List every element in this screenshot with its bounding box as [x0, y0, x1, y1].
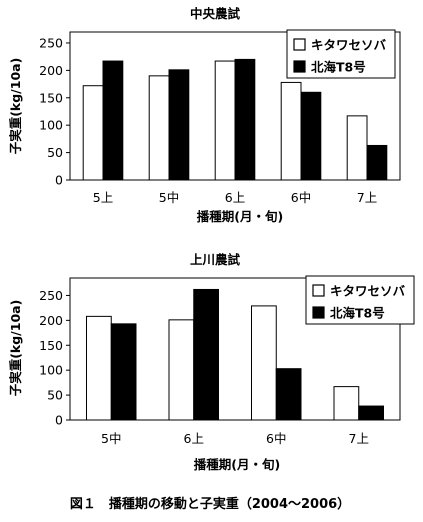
x-category-label: 6上 [225, 190, 245, 205]
y-tick-label: 50 [47, 388, 63, 403]
bar-kitawasesoba [148, 75, 170, 181]
legend-entry: キタワセソバ [330, 284, 406, 299]
y-tick-label: 100 [39, 363, 63, 378]
bar-hokkai-t8 [102, 60, 124, 181]
y-tick-label: 0 [55, 173, 63, 188]
bar-kitawasesoba [251, 305, 277, 421]
plot-frame [69, 277, 401, 421]
legend-entry: 北海T8号 [311, 60, 366, 75]
x-category-label: 6中 [291, 190, 311, 205]
bar-hokkai-t8 [110, 323, 137, 421]
y-tick-label: 0 [55, 413, 63, 428]
y-tick-label: 50 [47, 145, 63, 160]
y-tick-label: 200 [39, 313, 63, 328]
bar-hokkai-t8 [234, 58, 256, 181]
bar-kitawasesoba [280, 81, 302, 181]
x-category-label: 6中 [266, 431, 286, 446]
x-category-label: 5中 [101, 431, 121, 446]
chart-1: 中央農試 0 50 100 150 200 250 5上 5中 6上 6中 7上 キタワセソバ北海T8号… [8, 6, 401, 224]
legend-swatch [293, 60, 306, 73]
legend-swatch [312, 284, 325, 297]
bar-kitawasesoba [214, 60, 236, 181]
bar-kitawasesoba [346, 115, 368, 181]
y-tick-label: 150 [39, 338, 63, 353]
y-axis-title: 子実重(kg/10a) [8, 58, 23, 155]
x-axis-title: 播種期(月・旬) [194, 457, 280, 472]
y-tick-label: 100 [39, 118, 63, 133]
x-category-label: 7上 [349, 431, 369, 446]
y-tick-label: 250 [39, 288, 63, 303]
legend-swatch [293, 38, 306, 51]
bar-kitawasesoba [86, 315, 112, 421]
legend-entry: キタワセソバ [311, 38, 387, 53]
bar-hokkai-t8 [358, 405, 384, 421]
bar-hokkai-t8 [275, 368, 302, 421]
bar-kitawasesoba [333, 386, 360, 421]
y-axis-title: 子実重(kg/10a) [8, 300, 23, 397]
bar-hokkai-t8 [168, 69, 190, 181]
x-axis-title: 播種期(月・旬) [197, 209, 283, 224]
figure-caption: 図１ 播種期の移動と子実重（2004～2006） [70, 496, 350, 512]
y-tick-label: 150 [39, 90, 63, 105]
y-tick-label: 250 [39, 35, 63, 50]
bar-hokkai-t8 [300, 91, 322, 181]
bar-hokkai-t8 [366, 144, 388, 181]
legend-swatch [312, 306, 325, 319]
x-category-label: 7上 [357, 190, 377, 205]
chart-title: 上川農試 [190, 252, 241, 267]
legend-entry: 北海T8号 [330, 306, 385, 321]
x-category-label: 6上 [184, 431, 204, 446]
x-category-label: 5上 [93, 190, 113, 205]
y-tick-label: 200 [39, 63, 63, 78]
chart-title: 中央農試 [190, 6, 241, 21]
x-category-label: 5中 [159, 190, 179, 205]
bar-hokkai-t8 [193, 288, 219, 421]
bar-kitawasesoba [168, 319, 195, 421]
bar-kitawasesoba [82, 85, 104, 181]
